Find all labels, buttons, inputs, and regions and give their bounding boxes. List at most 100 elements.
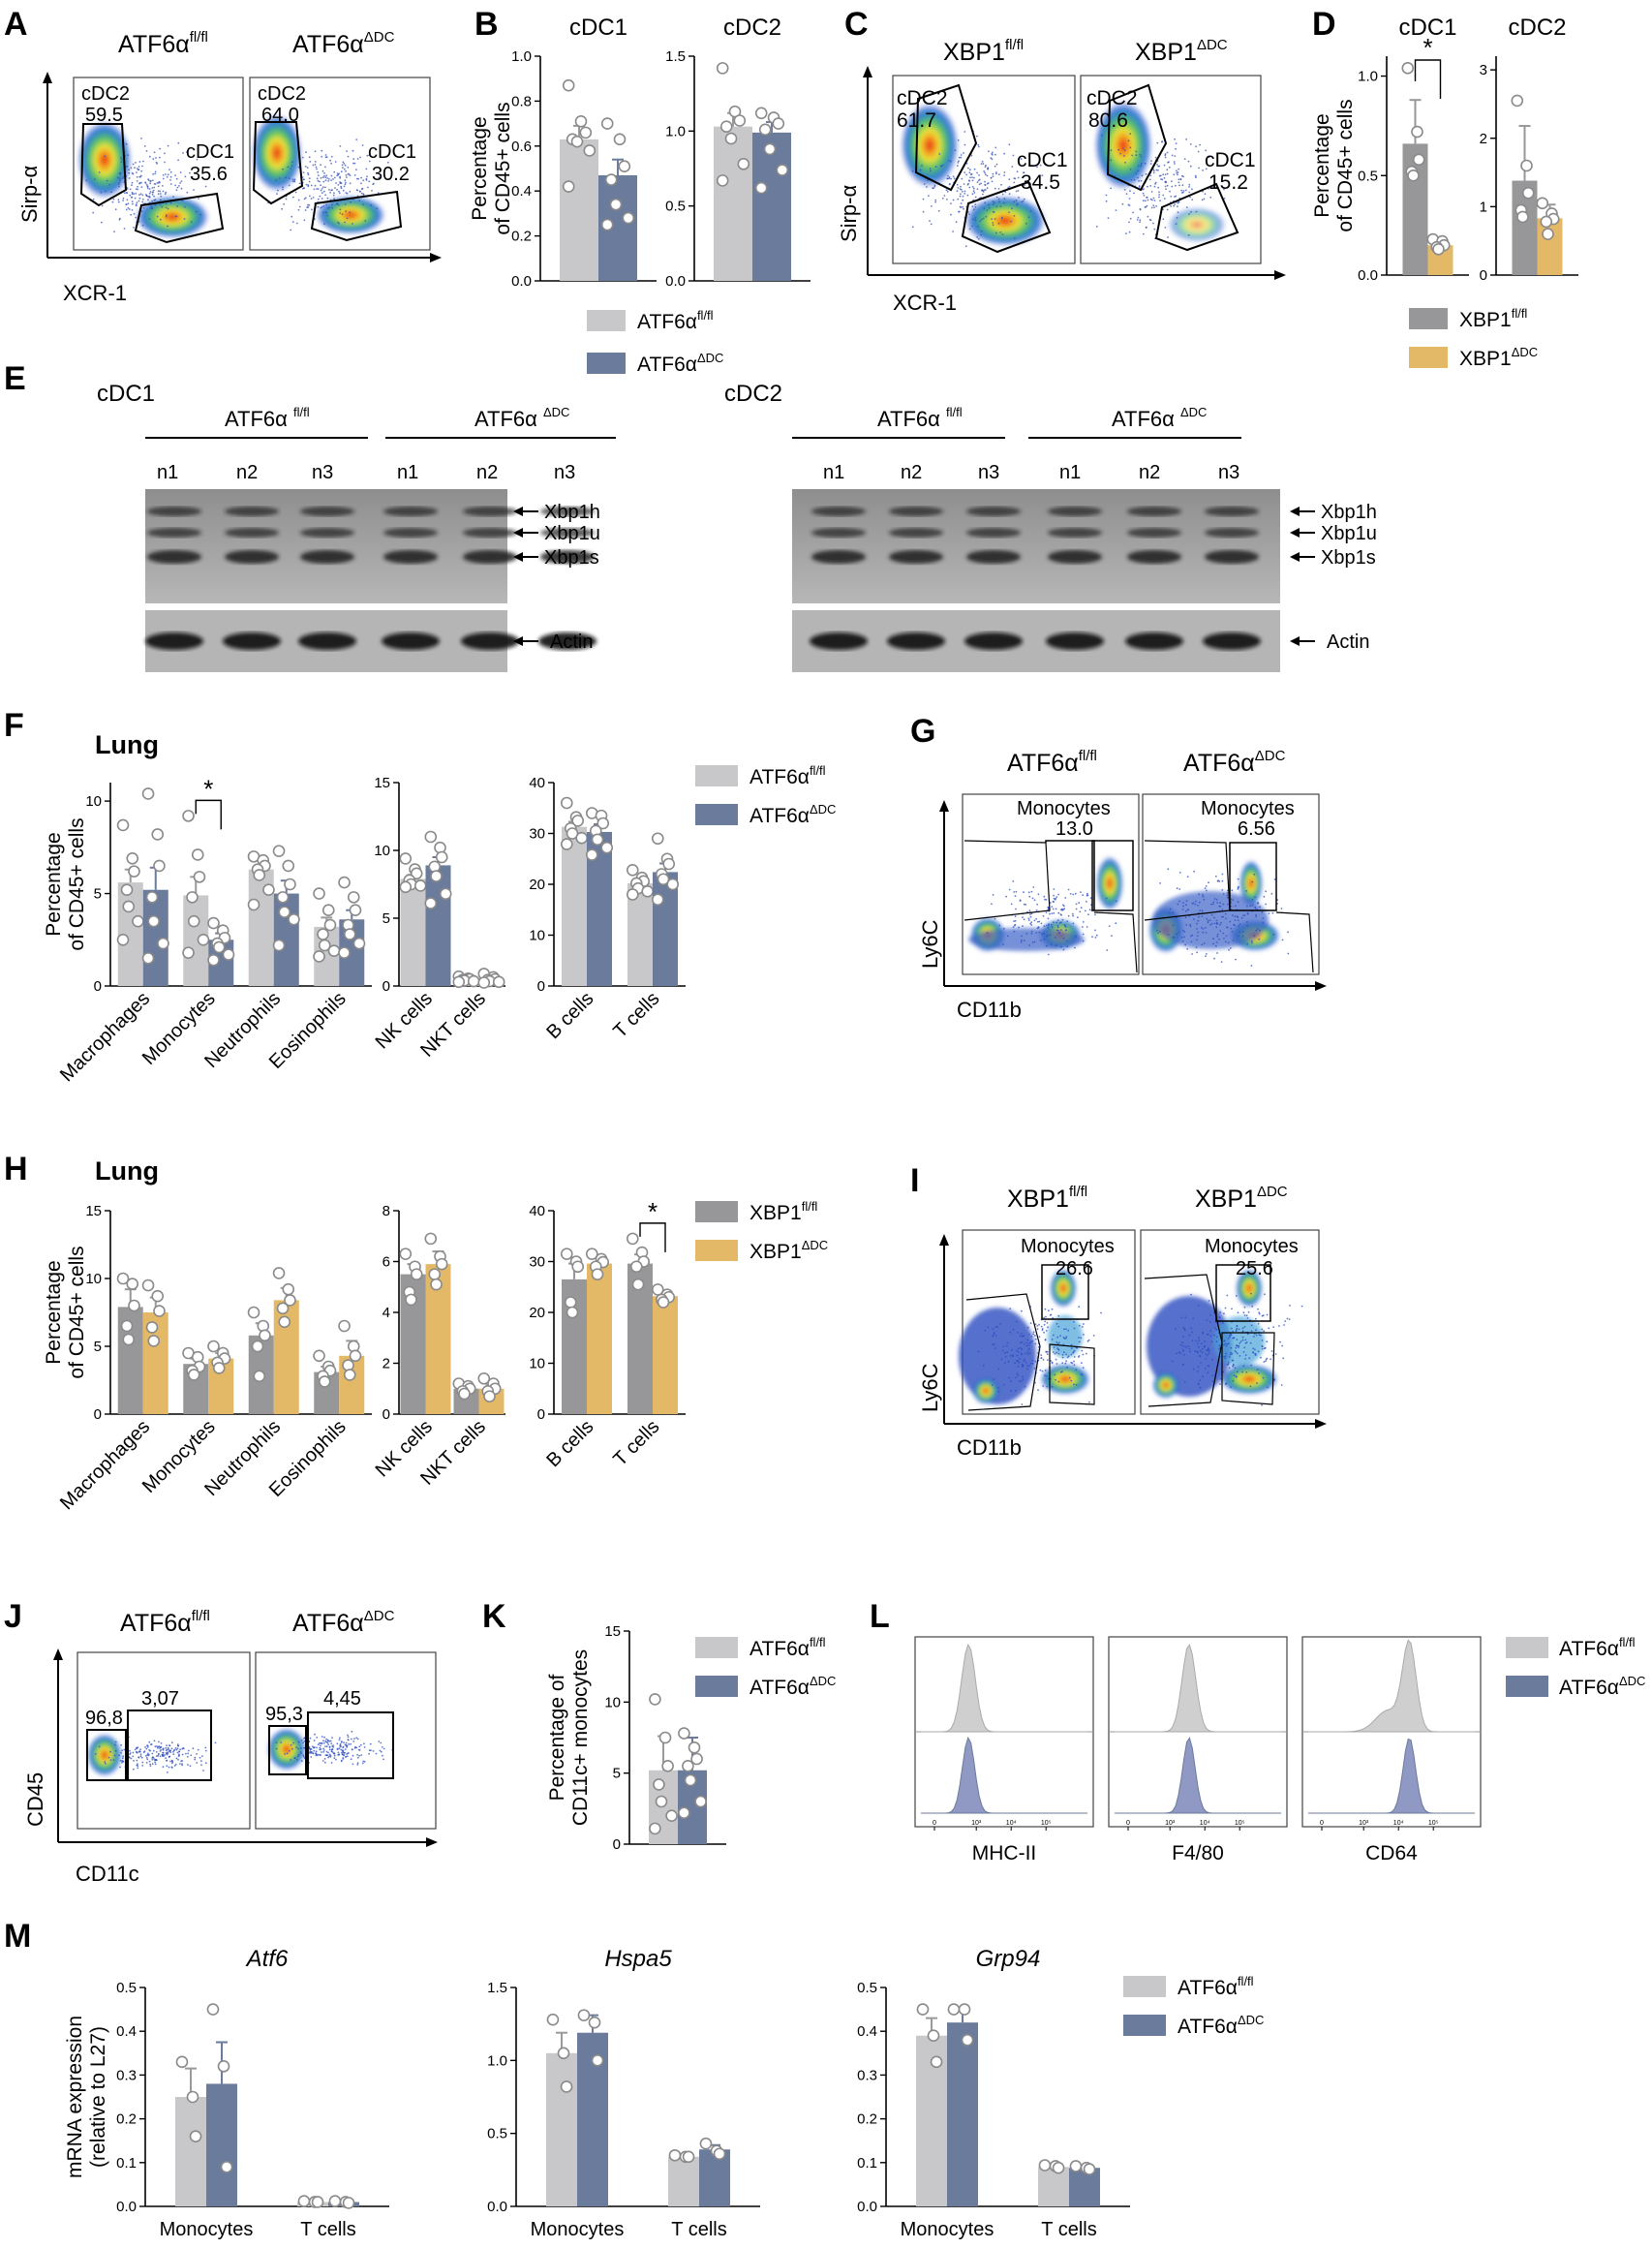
flow-event-dot — [322, 1740, 324, 1742]
gate-value: 59.5 — [85, 105, 123, 126]
data-point — [483, 1390, 496, 1402]
data-point — [317, 928, 329, 940]
data-point — [338, 1319, 351, 1333]
flow-event-dot — [1182, 1344, 1185, 1347]
flow-event-dot — [330, 1762, 333, 1764]
flow-event-dot — [946, 190, 949, 193]
x-category-label: B cells — [542, 1416, 597, 1471]
lane-labels: n1 n2 n3 n1 n2 n3 — [823, 462, 1239, 483]
flow-event-dot — [161, 205, 164, 208]
flow-event-dot — [1189, 143, 1192, 145]
flow-event-dot — [1032, 886, 1035, 888]
flow-event-dot — [1177, 173, 1178, 176]
flow-event-dot — [1236, 1371, 1239, 1373]
flow-event-dot — [1191, 934, 1194, 937]
histogram-tick-label: 10⁵ — [1428, 1820, 1439, 1827]
flow-event-dot — [214, 1741, 217, 1744]
flow-event-dot — [98, 171, 101, 173]
svg-text:Xbp1u: Xbp1u — [1321, 523, 1377, 544]
y-tick-label: 0.5 — [665, 199, 686, 215]
arrow-left-icon — [513, 636, 523, 646]
flow-event-dot — [122, 200, 124, 201]
flow-event-dot — [986, 174, 989, 177]
flow-event-dot — [140, 186, 143, 189]
flow-event-dot — [179, 182, 182, 184]
flow-event-dot — [1171, 180, 1173, 183]
flow-event-dot — [356, 1753, 358, 1756]
flow-event-dot — [326, 1754, 328, 1756]
flow-event-dot — [368, 160, 371, 163]
data-point — [157, 937, 169, 950]
svg-text:Xbp1h: Xbp1h — [544, 502, 600, 523]
flow-event-dot — [321, 188, 323, 190]
flow-event-dot — [1162, 194, 1165, 197]
legend-label: XBP1fl/fl — [1459, 306, 1527, 331]
flow-event-dot — [1242, 1365, 1245, 1368]
flow-event-dot — [1265, 1360, 1267, 1363]
gel-band — [300, 528, 354, 538]
flow-event-dot — [1137, 176, 1139, 179]
flow-event-dot — [953, 177, 956, 180]
flow-event-dot — [1062, 948, 1065, 951]
flow-event-dot — [1021, 1348, 1024, 1350]
y-tick-label: 40 — [529, 1203, 545, 1219]
flow-event-dot — [968, 186, 971, 189]
data-point — [653, 1778, 665, 1791]
flow-event-dot — [167, 1751, 169, 1754]
flow-event-dot — [1215, 944, 1217, 947]
legend-label-base: ATF6α — [750, 1677, 810, 1699]
flow-event-dot — [342, 167, 344, 169]
data-point — [318, 1375, 331, 1388]
flow-event-dot — [1229, 947, 1232, 949]
flow-event-dot — [984, 1329, 987, 1332]
flow-event-dot — [980, 231, 983, 232]
flow-event-dot — [1001, 233, 1004, 236]
flow-event-dot — [1022, 916, 1024, 918]
flow-event-dot — [348, 1742, 351, 1745]
flow-event-dot — [1017, 1374, 1020, 1377]
flow-event-dot — [305, 183, 308, 186]
data-point — [916, 2003, 930, 2016]
flow-event-dot — [1258, 938, 1261, 940]
flow-event-dot — [1227, 941, 1230, 944]
flow-event-dot — [1033, 919, 1036, 922]
flow-event-dot — [350, 200, 352, 203]
legend-label: ATF6αΔDC — [750, 1674, 836, 1699]
flow-event-dot — [139, 174, 142, 177]
flow-event-dot — [1008, 185, 1011, 188]
panel-c-ylabel: Sirp-α — [837, 185, 861, 242]
flow-event-dot — [334, 187, 336, 189]
flow-event-dot — [1143, 195, 1146, 197]
flow-event-dot — [1028, 153, 1030, 156]
flow-event-dot — [333, 1754, 336, 1757]
flow-event-dot — [131, 191, 134, 194]
data-point — [600, 218, 614, 231]
data-point — [321, 904, 335, 917]
flow-event-dot — [1023, 1335, 1025, 1337]
panel-letter-f: F — [4, 707, 24, 744]
flow-event-dot — [345, 1744, 348, 1747]
flow-event-dot — [1258, 1311, 1261, 1313]
flow-event-dot — [1196, 1342, 1199, 1345]
flow-event-dot — [1155, 205, 1157, 207]
flow-event-dot — [955, 221, 958, 224]
flow-event-dot — [298, 205, 301, 208]
flow-event-dot — [1066, 1356, 1069, 1359]
flow-event-dot — [1270, 892, 1273, 895]
y-tick-label: 20 — [529, 1305, 545, 1321]
data-point — [297, 2195, 311, 2207]
flow-event-dot — [110, 191, 112, 194]
flow-event-dot — [1191, 953, 1193, 955]
flow-event-dot — [1164, 156, 1167, 159]
flow-event-dot — [1230, 1346, 1233, 1349]
flow-event-dot — [1216, 879, 1219, 882]
flow-event-dot — [160, 195, 163, 198]
flow-event-dot — [351, 1730, 353, 1733]
flow-event-dot — [275, 178, 278, 181]
svg-text:Xbp1u: Xbp1u — [544, 523, 600, 544]
data-point — [651, 832, 664, 846]
flow-event-dot — [165, 1757, 168, 1759]
flow-event-dot — [197, 1748, 199, 1751]
flow-event-dot — [336, 174, 339, 177]
flow-event-dot — [143, 1750, 146, 1753]
